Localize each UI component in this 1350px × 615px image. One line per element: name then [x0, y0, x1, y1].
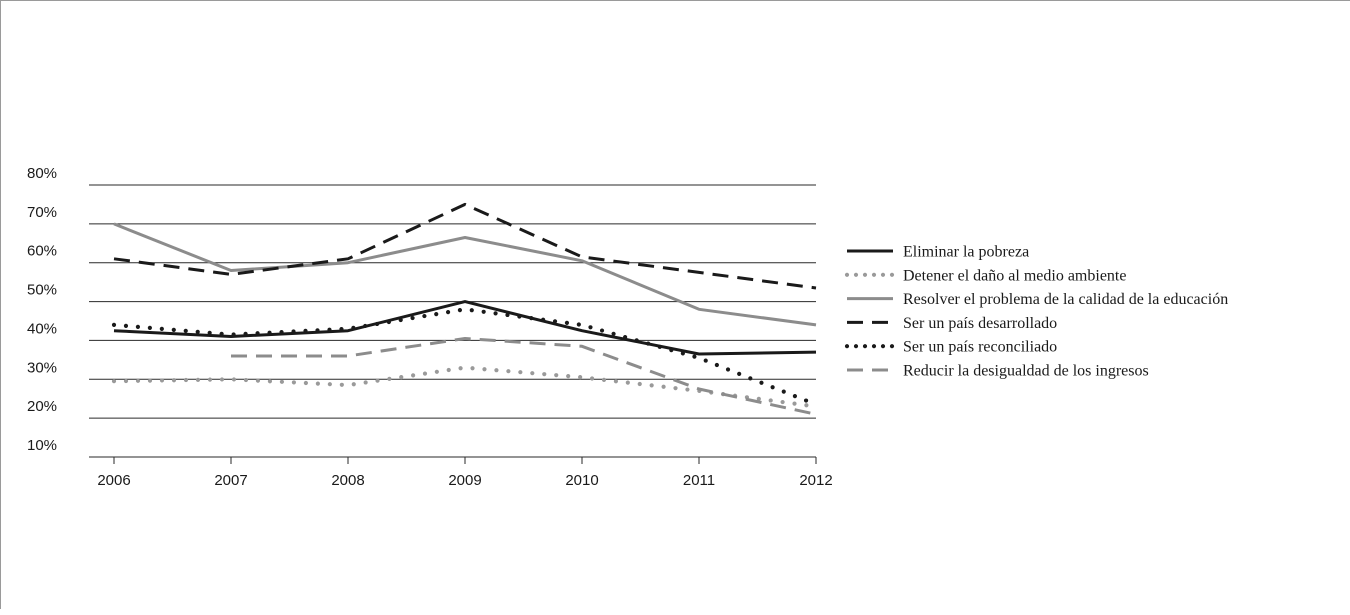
grid-lines [89, 184, 816, 458]
y-tick-label: 70% [27, 204, 57, 221]
x-tick-label: 2010 [565, 472, 598, 489]
series-lines [111, 202, 819, 416]
y-tick-label: 40% [27, 320, 57, 337]
legend-label-5: Ser un país reconciliado [903, 339, 1057, 356]
legend-label-2: Detener el daño al medio ambiente [903, 267, 1126, 284]
x-tick-label: 2011 [683, 472, 715, 489]
legend-label-6: Reducir la desigualdad de los ingresos [903, 363, 1149, 380]
legend-label-1: Eliminar la pobreza [903, 244, 1029, 261]
x-tick-label: 2007 [214, 472, 247, 489]
series-line-6 [231, 337, 817, 416]
legend-label-4: Ser un país desarrollado [903, 315, 1057, 332]
x-axis: 2006 2007 2008 2009 2010 2011 2012 [97, 457, 833, 489]
y-tick-label: 50% [27, 282, 57, 299]
y-tick-label: 30% [27, 359, 57, 376]
series-line-4 [113, 202, 817, 290]
y-tick-label: 60% [27, 243, 57, 260]
legend: Eliminar la pobreza Detener el daño al me… [844, 244, 1228, 380]
x-tick-label: 2008 [331, 472, 364, 489]
x-tick-label: 2009 [448, 472, 481, 489]
x-tick-label: 2006 [97, 472, 130, 489]
y-tick-label: 80% [27, 165, 57, 182]
series-line-3 [113, 222, 817, 327]
series-line-2 [111, 365, 819, 409]
legend-label-3: Resolver el problema de la calidad de la… [903, 291, 1228, 308]
x-tick-label: 2012 [799, 472, 832, 489]
y-tick-label: 20% [27, 398, 57, 415]
y-tick-label: 10% [27, 437, 57, 454]
y-axis: 10% 20% 30% 40% 50% 60% 70% 80% [27, 165, 57, 454]
series-line-1 [113, 300, 817, 356]
